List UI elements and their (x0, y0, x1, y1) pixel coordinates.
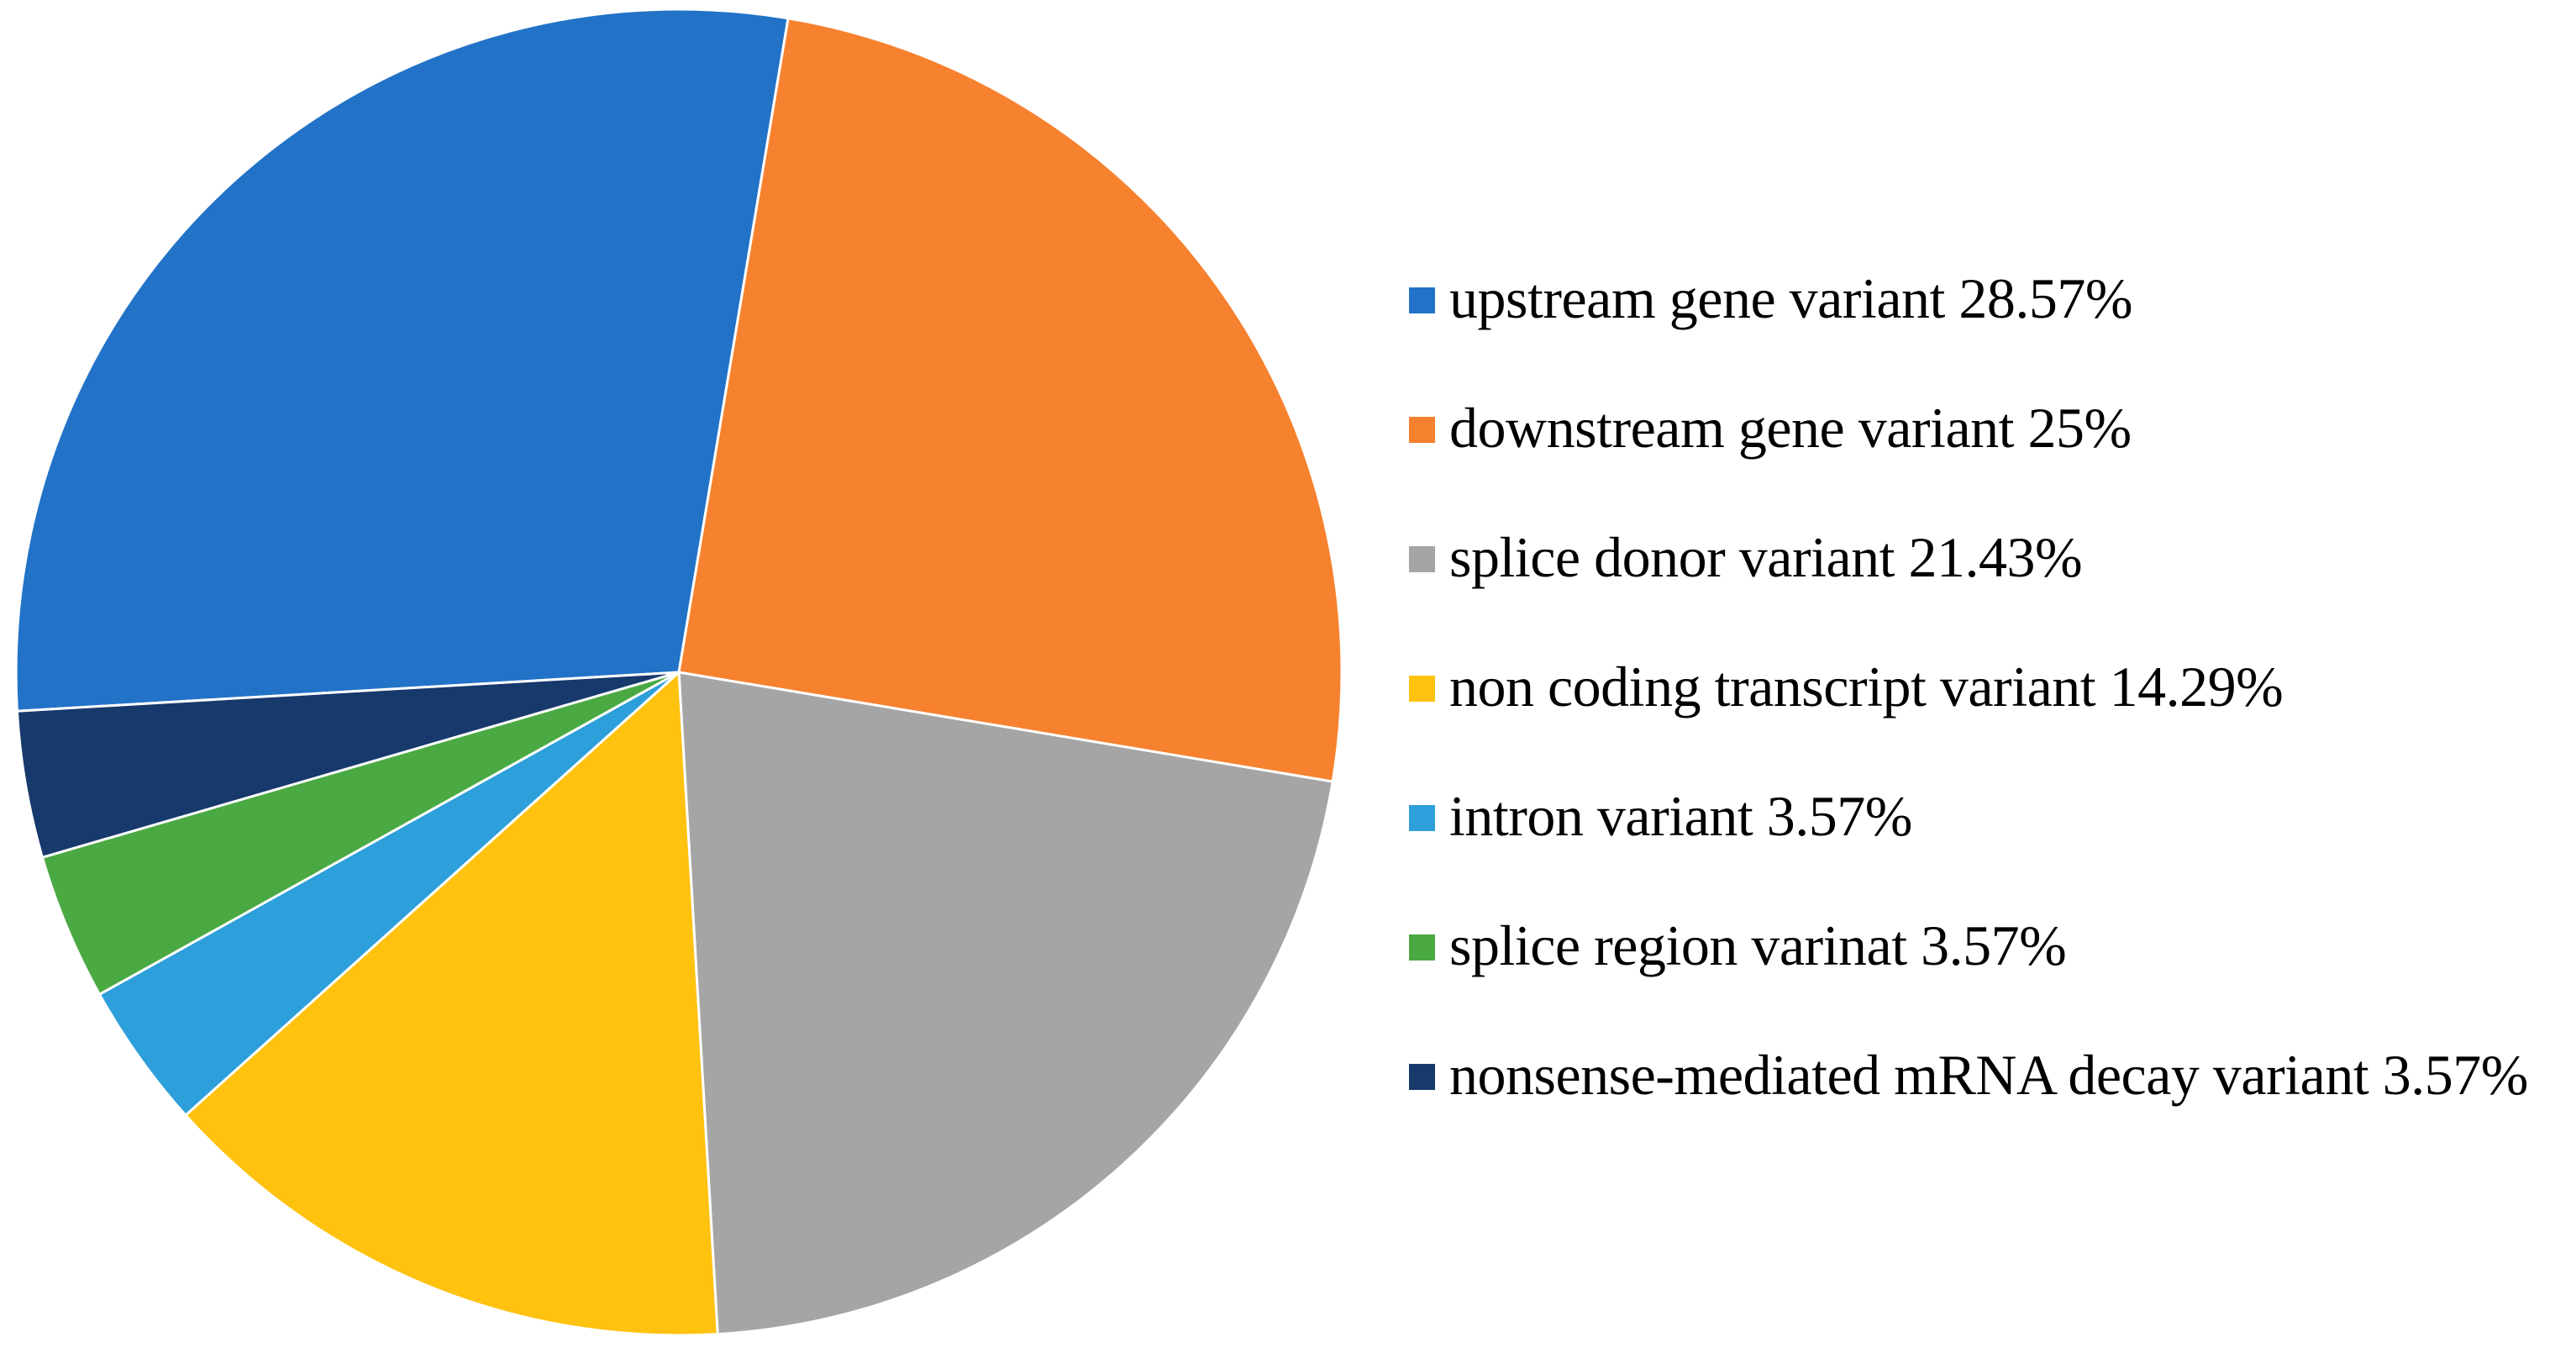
pie-slice-upstream-gene-variant (14, 8, 790, 713)
legend-label: upstream gene variant 28.57% (1449, 266, 2133, 330)
pie-slice-non-coding-transcript-variant (184, 671, 719, 1337)
legend-swatch-icon (1409, 545, 1435, 572)
legend-label: splice region varinat 3.57% (1449, 913, 2067, 977)
legend-item: splice region varinat 3.57% (1409, 882, 2528, 1012)
legend-swatch-icon (1409, 675, 1435, 702)
pie-slice-splice-donor-variant (677, 671, 1334, 1336)
pie-slices (14, 8, 1343, 1337)
legend-label: non coding transcript variant 14.29% (1449, 655, 2284, 718)
legend-label: intron variant 3.57% (1449, 784, 1912, 848)
legend-swatch-icon (1409, 934, 1435, 961)
legend-item: non coding transcript variant 14.29% (1409, 624, 2528, 753)
legend-swatch-icon (1409, 416, 1435, 443)
legend-label: nonsense-mediated mRNA decay variant 3.5… (1449, 1043, 2528, 1107)
pie-chart (14, 8, 1343, 1337)
legend-item: upstream gene variant 28.57% (1409, 235, 2528, 365)
pie-slice-downstream-gene-variant (677, 17, 1343, 783)
legend-swatch-icon (1409, 804, 1435, 831)
legend-item: downstream gene variant 25% (1409, 365, 2528, 494)
legend-label: downstream gene variant 25% (1449, 396, 2132, 460)
pie-chart-area (14, 8, 1343, 1337)
legend-item: nonsense-mediated mRNA decay variant 3.5… (1409, 1012, 2528, 1141)
legend-item: intron variant 3.57% (1409, 753, 2528, 882)
pie-slice-nonsense-mediated-mrna-decay-variant (15, 671, 681, 859)
legend-label: splice donor variant 21.43% (1449, 525, 2083, 589)
legend-item: splice donor variant 21.43% (1409, 494, 2528, 624)
legend-swatch-icon (1409, 1063, 1435, 1090)
legend: upstream gene variant 28.57% downstream g… (1409, 235, 2528, 1141)
legend-swatch-icon (1409, 287, 1435, 313)
